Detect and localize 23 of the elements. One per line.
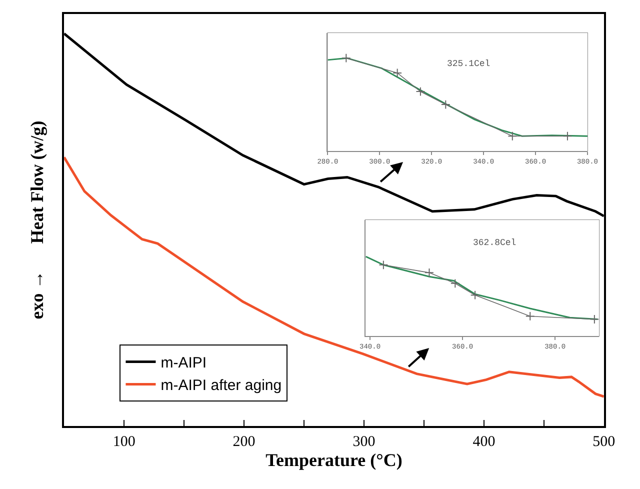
annotation: 362.8Cel: [473, 238, 516, 248]
annotation: 325.1Cel: [447, 59, 490, 69]
legend-label: m-AIPI: [160, 354, 207, 372]
point: [470, 290, 480, 300]
x-tick-label: 100: [112, 434, 136, 450]
point: [424, 268, 434, 278]
point: [562, 131, 572, 141]
point: [508, 131, 518, 141]
x-tick-label: 400: [472, 434, 496, 450]
legend-label: m-AIPI after aging: [160, 377, 282, 394]
x-axis-title: Temperature (°C): [266, 450, 402, 470]
point: [450, 278, 460, 288]
point: [341, 53, 351, 63]
point: [440, 100, 450, 110]
point: [378, 260, 388, 270]
x-tick-label: 500: [592, 434, 616, 450]
point: [416, 86, 426, 96]
point: [392, 68, 402, 78]
x-tick-label: 300: [352, 434, 376, 450]
point: [590, 314, 600, 324]
point: [525, 312, 535, 321]
y-axis-title: exo → Heat Flow (w/g): [26, 120, 47, 320]
x-tick-label: 200: [232, 434, 256, 450]
